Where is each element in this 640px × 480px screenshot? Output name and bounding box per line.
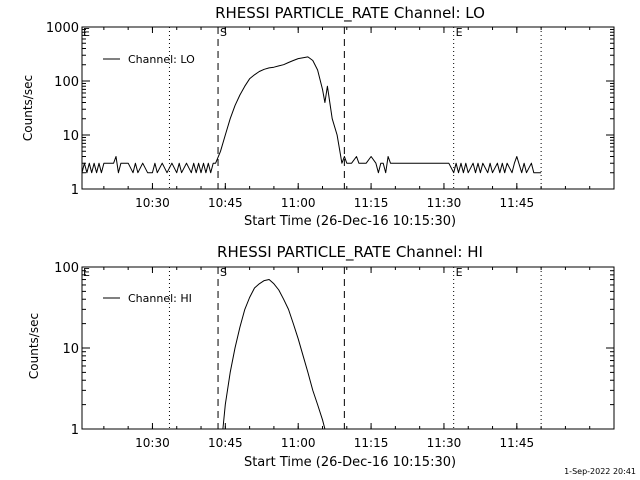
lo-chart-title: RHESSI PARTICLE_RATE Channel: LO — [215, 4, 485, 23]
lo-y-axis-label: Counts/sec — [21, 75, 35, 141]
lo-channel-panel: RHESSI PARTICLE_RATE Channel: LO Counts/… — [21, 4, 615, 229]
hi-channel-panel: RHESSI PARTICLE_RATE Channel: HI Counts/… — [27, 243, 615, 470]
lo-edge-label: E — [83, 26, 90, 39]
hi-y-tick-label: 10 — [62, 342, 79, 357]
hi-x-axis-label: Start Time (26-Dec-16 10:15:30) — [244, 455, 456, 470]
hi-y-axis-label: Counts/sec — [27, 313, 41, 379]
footer-timestamp: 1-Sep-2022 20:41 — [564, 467, 636, 476]
lo-plot-frame — [81, 26, 615, 190]
hi-edge-label: E — [83, 266, 90, 279]
lo-y-tick-label: 1 — [71, 183, 79, 198]
lo-marker-label: S — [220, 26, 227, 39]
lo-y-tick-label: 100 — [54, 75, 79, 90]
lo-legend: Channel: LO — [103, 53, 195, 66]
lo-x-tick-label: 11:30 — [427, 196, 462, 210]
hi-chart-title: RHESSI PARTICLE_RATE Channel: HI — [217, 243, 483, 262]
hi-x-tick-label: 10:30 — [135, 436, 170, 450]
lo-x-tick-label: 10:45 — [208, 196, 243, 210]
lo-x-tick-label: 10:30 — [135, 196, 170, 210]
hi-legend: Channel: HI — [103, 292, 192, 305]
hi-series-line — [222, 279, 326, 430]
lo-series-line — [81, 56, 542, 174]
lo-x-tick-label: 11:45 — [500, 196, 535, 210]
hi-marker-label: S — [220, 266, 227, 279]
lo-y-tick-label: 1000 — [46, 21, 79, 36]
hi-y-tick-label: 1 — [71, 423, 79, 438]
hi-x-tick-label: 11:15 — [354, 436, 389, 450]
hi-marker-label: E — [456, 266, 463, 279]
hi-x-tick-label: 11:30 — [427, 436, 462, 450]
hi-y-tick-label: 100 — [54, 261, 79, 276]
lo-x-tick-label: 11:00 — [281, 196, 316, 210]
hi-legend-label: Channel: HI — [128, 292, 192, 305]
lo-x-tick-label: 11:15 — [354, 196, 389, 210]
hi-x-tick-label: 11:45 — [500, 436, 535, 450]
lo-x-axis-label: Start Time (26-Dec-16 10:15:30) — [244, 214, 456, 229]
hi-x-tick-label: 10:45 — [208, 436, 243, 450]
lo-marker-label: E — [456, 26, 463, 39]
lo-y-tick-label: 10 — [62, 129, 79, 144]
lo-legend-label: Channel: LO — [128, 53, 195, 66]
hi-x-tick-label: 11:00 — [281, 436, 316, 450]
